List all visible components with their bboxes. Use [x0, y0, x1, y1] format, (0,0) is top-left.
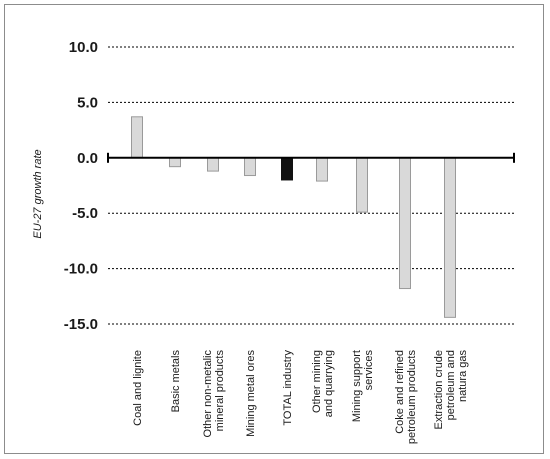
category-label: and quarrying — [323, 350, 335, 417]
bar — [281, 157, 293, 181]
category-label: petroleum products — [406, 350, 418, 445]
category-label: mineral products — [214, 350, 226, 432]
bar — [399, 157, 411, 290]
category-label: services — [363, 350, 375, 391]
bar — [169, 157, 181, 168]
category-label: Other non-metalic — [202, 350, 214, 438]
bar — [244, 157, 256, 177]
category-label: Coke and refined — [394, 350, 406, 434]
bar — [444, 157, 456, 318]
category-label: Coal and lignite — [132, 350, 144, 426]
category-labels: Coal and lignite Basic metals Other non-me… — [132, 350, 469, 445]
y-tick-label: 10.0 — [69, 39, 98, 56]
bars — [131, 116, 456, 318]
category-label: petroleum and — [445, 350, 457, 420]
category-label: Extraction crude — [433, 350, 445, 429]
y-tick-label: 0.0 — [77, 150, 98, 167]
category-label: Basic metals — [170, 350, 182, 413]
y-tick-label: -5.0 — [72, 205, 98, 222]
category-label: Mining metal ores — [245, 350, 257, 437]
zero-axis — [107, 152, 515, 163]
category-label: natura gas — [457, 350, 469, 402]
y-tick-label: -10.0 — [64, 261, 98, 278]
bar — [316, 157, 328, 182]
y-tick-label: -15.0 — [64, 316, 98, 333]
y-tick-label: 5.0 — [77, 94, 98, 111]
category-label: Mining support — [351, 350, 363, 422]
bar — [131, 116, 143, 159]
y-tick-labels: 10.0 5.0 0.0 -5.0 -10.0 -15.0 — [64, 39, 98, 333]
y-axis-label: EU-27 growth rate — [32, 149, 44, 238]
bar — [207, 157, 219, 172]
category-label: Other mining — [311, 350, 323, 413]
category-label: TOTAL industry — [282, 350, 294, 426]
bar — [356, 157, 368, 213]
